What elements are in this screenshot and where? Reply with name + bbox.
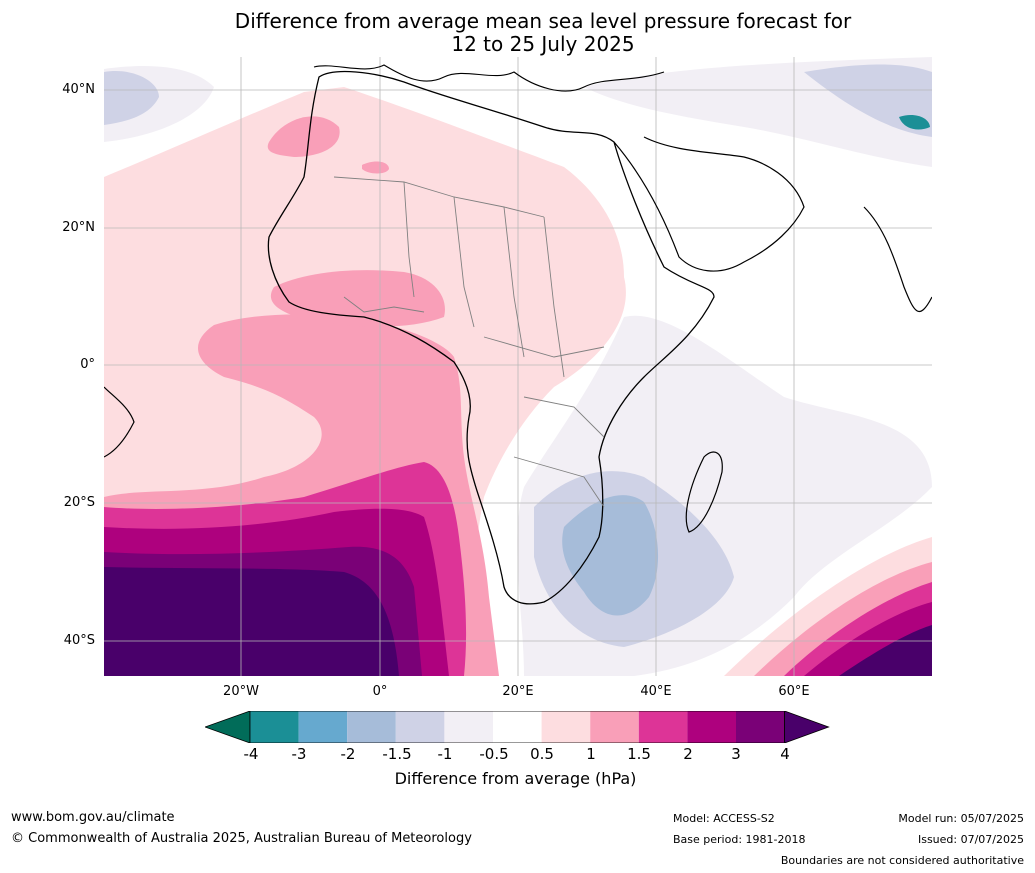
- lon-label-20e: 20°E: [502, 684, 534, 699]
- colorbar-swatch: [736, 711, 785, 743]
- india-coastline: [863, 206, 932, 312]
- colorbar-over-triangle: [784, 711, 830, 743]
- colorbar-tick: 1: [586, 745, 596, 763]
- madagascar-coastline: [685, 451, 723, 533]
- south-america-coastline: [104, 386, 135, 458]
- anomaly-1-1.5-sahara: [362, 161, 389, 174]
- anomaly-minus-1.5-region: [562, 495, 659, 616]
- colorbar-swatch: [444, 711, 493, 743]
- colorbar-tick: -0.5: [479, 745, 509, 763]
- footer-issued: Issued: 07/07/2025: [917, 833, 1024, 846]
- colorbar-label: Difference from average (hPa): [394, 769, 637, 788]
- colorbar-swatch: [347, 711, 396, 743]
- arabia-coastline: [613, 136, 805, 272]
- europe-coastline: [313, 64, 665, 92]
- anomaly-over-4-south-atlantic: [104, 567, 399, 676]
- footer-website: www.bom.gov.au/climate: [11, 810, 175, 825]
- footer-model-run: Model run: 05/07/2025: [898, 812, 1024, 825]
- anomaly-1-1.5-morocco: [267, 116, 340, 157]
- africa-coastline: [267, 70, 715, 605]
- lat-label-20s: 20°S: [63, 495, 95, 510]
- lat-label-0: 0°: [80, 357, 95, 372]
- colorbar-under-triangle: [205, 711, 251, 743]
- lat-label-40n: 40°N: [62, 82, 95, 97]
- colorbar-tick: -4: [243, 745, 259, 763]
- chart-title: Difference from average mean sea level p…: [0, 10, 1035, 56]
- footer-disclaimer: Boundaries are not considered authoritat…: [780, 854, 1024, 867]
- graticule: [104, 57, 932, 676]
- title-line-1: Difference from average mean sea level p…: [234, 9, 852, 33]
- country-borders: [333, 176, 605, 508]
- colorbar-swatch: [541, 711, 591, 743]
- lon-label-20w: 20°W: [223, 684, 259, 699]
- colorbar-tick: -2: [340, 745, 356, 763]
- footer-model: Model: ACCESS-S2: [673, 812, 775, 825]
- anomaly-minus-1-north-atlantic: [104, 71, 159, 125]
- colorbar-tick: -1: [437, 745, 453, 763]
- lon-label-60e: 60°E: [778, 684, 810, 699]
- colorbar-swatch: [493, 711, 542, 743]
- colorbar-tick: -1.5: [382, 745, 412, 763]
- colorbar-swatch: [687, 711, 736, 743]
- colorbar-swatch: [590, 711, 639, 743]
- colorbar-swatch: [250, 711, 299, 743]
- lat-label-20n: 20°N: [62, 220, 95, 235]
- pressure-anomaly-map: [104, 57, 932, 676]
- anomaly-1-1.5-west-africa: [270, 270, 445, 327]
- colorbar-swatch: [395, 711, 445, 743]
- lon-label-0: 0°: [372, 684, 388, 699]
- anomaly-over-4-indian-ocean: [839, 625, 932, 676]
- title-line-2: 12 to 25 July 2025: [451, 32, 635, 56]
- lon-label-40e: 40°E: [640, 684, 672, 699]
- colorbar-swatch: [638, 711, 688, 743]
- colorbar-tick: 1.5: [627, 745, 651, 763]
- colorbar-swatch: [298, 711, 348, 743]
- colorbar-tick: 3: [731, 745, 741, 763]
- footer-base-period: Base period: 1981-2018: [673, 833, 806, 846]
- colorbar-tick: 2: [683, 745, 693, 763]
- footer-copyright: © Commonwealth of Australia 2025, Austra…: [11, 831, 472, 846]
- colorbar-tick: 4: [780, 745, 790, 763]
- colorbar-tick: -3: [291, 745, 307, 763]
- colorbar: [205, 711, 830, 743]
- anomaly-minus-3-himalaya: [899, 115, 930, 130]
- lat-label-40s: 40°S: [63, 633, 95, 648]
- colorbar-tick: 0.5: [530, 745, 554, 763]
